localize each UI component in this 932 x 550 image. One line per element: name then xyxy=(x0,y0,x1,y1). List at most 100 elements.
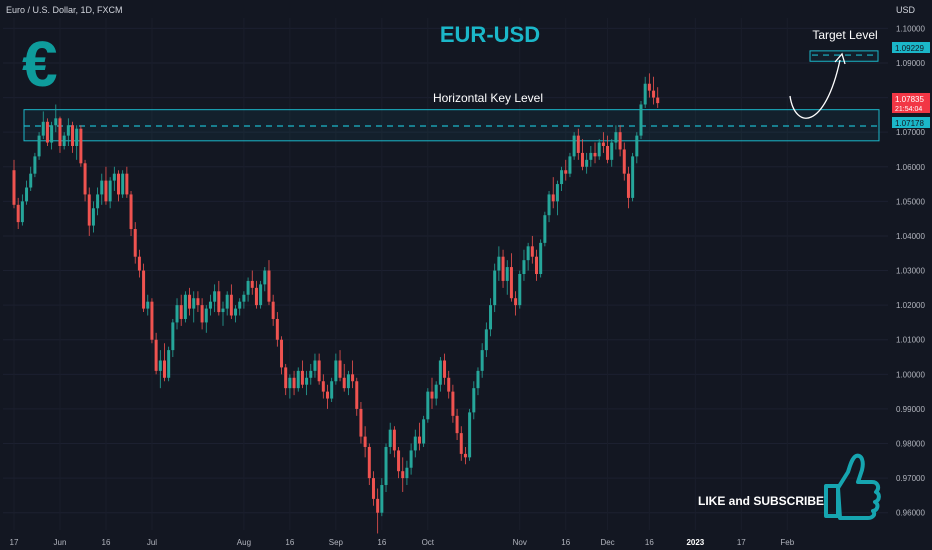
like-subscribe-text: LIKE and SUBSCRIBE xyxy=(698,494,824,508)
candle xyxy=(463,446,467,465)
candle xyxy=(267,260,271,306)
candle xyxy=(434,381,438,406)
candle-body xyxy=(284,367,288,389)
candle-body xyxy=(167,350,171,378)
candle-body xyxy=(146,301,150,309)
candle xyxy=(522,249,526,281)
candle xyxy=(192,291,196,323)
candle-body xyxy=(108,180,112,202)
candle-body xyxy=(254,287,258,306)
candle xyxy=(12,159,16,209)
target-price-tag-bg xyxy=(892,42,930,53)
candle-body xyxy=(656,97,660,104)
x-tick-label: Dec xyxy=(600,538,614,547)
candle-body xyxy=(196,298,200,306)
candle-body xyxy=(514,298,518,306)
candle xyxy=(167,346,171,382)
x-tick-label: Sep xyxy=(329,538,344,547)
candle xyxy=(271,294,275,326)
candle xyxy=(71,121,75,153)
candle xyxy=(543,211,547,247)
candle-body xyxy=(158,360,162,371)
candle xyxy=(413,429,417,458)
candle-body xyxy=(476,370,480,389)
candle xyxy=(41,111,45,140)
candle xyxy=(217,280,221,316)
y-tick-label: 1.03000 xyxy=(896,267,925,276)
candle-body xyxy=(288,377,292,389)
candle xyxy=(121,170,125,198)
y-tick-label: 1.01000 xyxy=(896,336,925,345)
candle-body xyxy=(564,170,568,174)
candle-body xyxy=(200,305,204,323)
candle-body xyxy=(480,350,484,371)
candle-body xyxy=(238,301,242,309)
candle-body xyxy=(443,360,447,378)
candle-body xyxy=(267,270,271,302)
candle xyxy=(300,360,304,389)
candle xyxy=(87,187,91,236)
candle-body xyxy=(459,433,463,454)
key-level-tag: 1.07178 xyxy=(895,119,924,128)
x-tick-label: 2023 xyxy=(686,538,704,547)
candle-body xyxy=(104,180,108,202)
x-tick-label: Oct xyxy=(422,538,435,547)
candle-body xyxy=(129,194,133,230)
candle-body xyxy=(229,294,233,316)
candle xyxy=(618,125,622,157)
candle-body xyxy=(463,453,467,458)
x-tick-label: Jul xyxy=(147,538,157,547)
candle-body xyxy=(154,339,158,371)
candle xyxy=(154,332,158,375)
candle-body xyxy=(234,308,238,316)
candle xyxy=(158,350,162,389)
candle-body xyxy=(643,83,647,105)
candle-body xyxy=(422,419,426,444)
candle-body xyxy=(580,152,584,167)
candle-body xyxy=(33,156,37,174)
candle xyxy=(284,363,288,396)
y-tick-label: 1.00000 xyxy=(896,370,925,379)
candle-body xyxy=(585,159,589,167)
candle xyxy=(380,478,384,517)
candle-body xyxy=(321,381,325,392)
candle xyxy=(79,125,83,167)
candle xyxy=(221,301,225,326)
candle-body xyxy=(639,104,643,136)
candle-body xyxy=(150,301,154,340)
candle-body xyxy=(568,156,572,174)
candle-body xyxy=(317,360,321,382)
candle-body xyxy=(618,132,622,150)
candle-body xyxy=(468,412,472,458)
candle xyxy=(346,370,350,396)
candle xyxy=(96,187,100,216)
candle-body xyxy=(192,298,196,309)
y-tick-label: 0.98000 xyxy=(896,440,925,449)
symbol-header: Euro / U.S. Dollar, 1D, FXCM xyxy=(6,5,123,15)
candle-body xyxy=(405,467,409,479)
candle-body xyxy=(430,391,434,399)
candle-body xyxy=(547,194,551,216)
candle xyxy=(234,305,238,323)
candle xyxy=(175,298,179,330)
candle-body xyxy=(96,194,100,209)
candle-body xyxy=(309,370,313,378)
candle xyxy=(108,177,112,209)
candle-body xyxy=(426,391,430,420)
candle-body xyxy=(355,381,359,409)
candle-body xyxy=(121,173,125,195)
candle xyxy=(238,298,242,316)
candle xyxy=(296,367,300,392)
candle xyxy=(518,270,522,309)
candle xyxy=(66,118,70,146)
candle-body xyxy=(208,301,212,309)
candle-body xyxy=(631,156,635,198)
candle-body xyxy=(610,142,614,160)
candle xyxy=(392,426,396,458)
candle xyxy=(275,312,279,347)
candle xyxy=(229,284,233,319)
candle-body xyxy=(175,305,179,323)
candle-body xyxy=(242,294,246,302)
candle xyxy=(50,121,54,150)
